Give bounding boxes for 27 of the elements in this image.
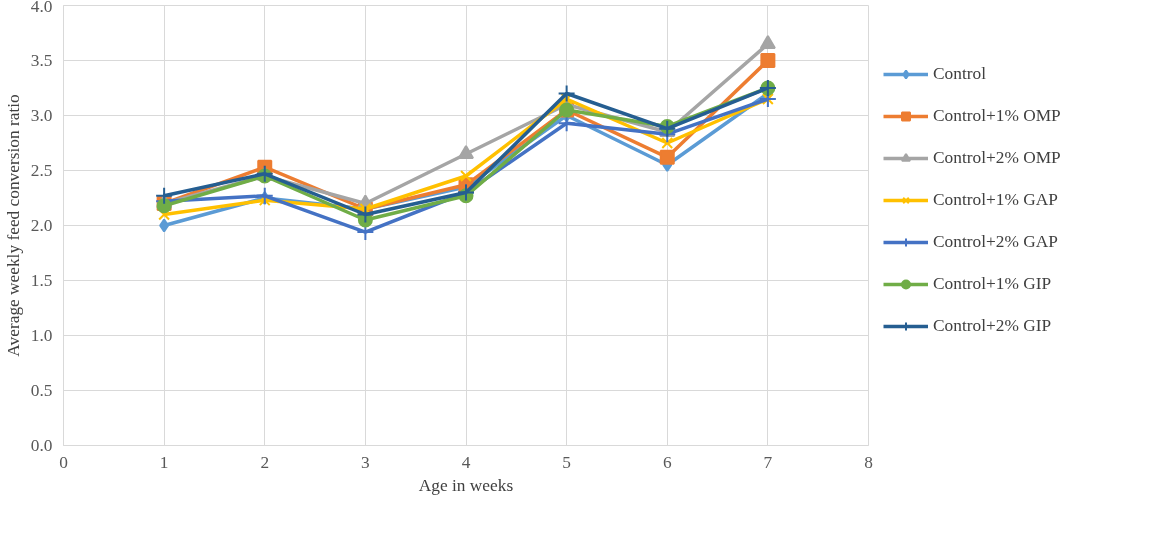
y-tick-label: 1.0: [30, 326, 53, 345]
legend-label: Control+2% OMP: [933, 148, 1061, 168]
y-tick-label: 2.0: [30, 216, 53, 235]
y-tick-label: 0.0: [30, 436, 53, 455]
legend-label: Control+2% GIP: [933, 316, 1052, 336]
y-tick-label: 0.5: [30, 381, 53, 400]
y-tick-label: 1.5: [30, 271, 53, 290]
y-axis-title: Average weekly feed conversion ratio: [3, 94, 23, 357]
x-tick-label: 0: [59, 452, 68, 472]
legend-label: Control: [933, 64, 986, 84]
x-tick-label: 6: [662, 452, 672, 472]
x-tick-label: 3: [361, 452, 370, 472]
legend-label: Control+1% GAP: [933, 190, 1058, 210]
x-tick-label: 2: [260, 452, 270, 472]
legend-label: Control+1% GIP: [933, 274, 1052, 294]
legend-label: Control+2% GAP: [933, 232, 1058, 252]
y-tick-label: 2.5: [30, 161, 53, 180]
y-tick-label: 3.5: [30, 51, 53, 70]
x-tick-label: 5: [562, 452, 571, 472]
x-tick-label: 8: [864, 452, 873, 472]
x-tick-label: 4: [461, 452, 471, 472]
x-axis-title: Age in weeks: [418, 475, 514, 495]
y-tick-label: 4.0: [30, 0, 53, 16]
y-tick-label: 3.0: [30, 106, 53, 125]
legend-label: Control+1% OMP: [933, 106, 1061, 126]
x-tick-label: 1: [159, 452, 169, 472]
x-tick-label: 7: [763, 452, 773, 472]
